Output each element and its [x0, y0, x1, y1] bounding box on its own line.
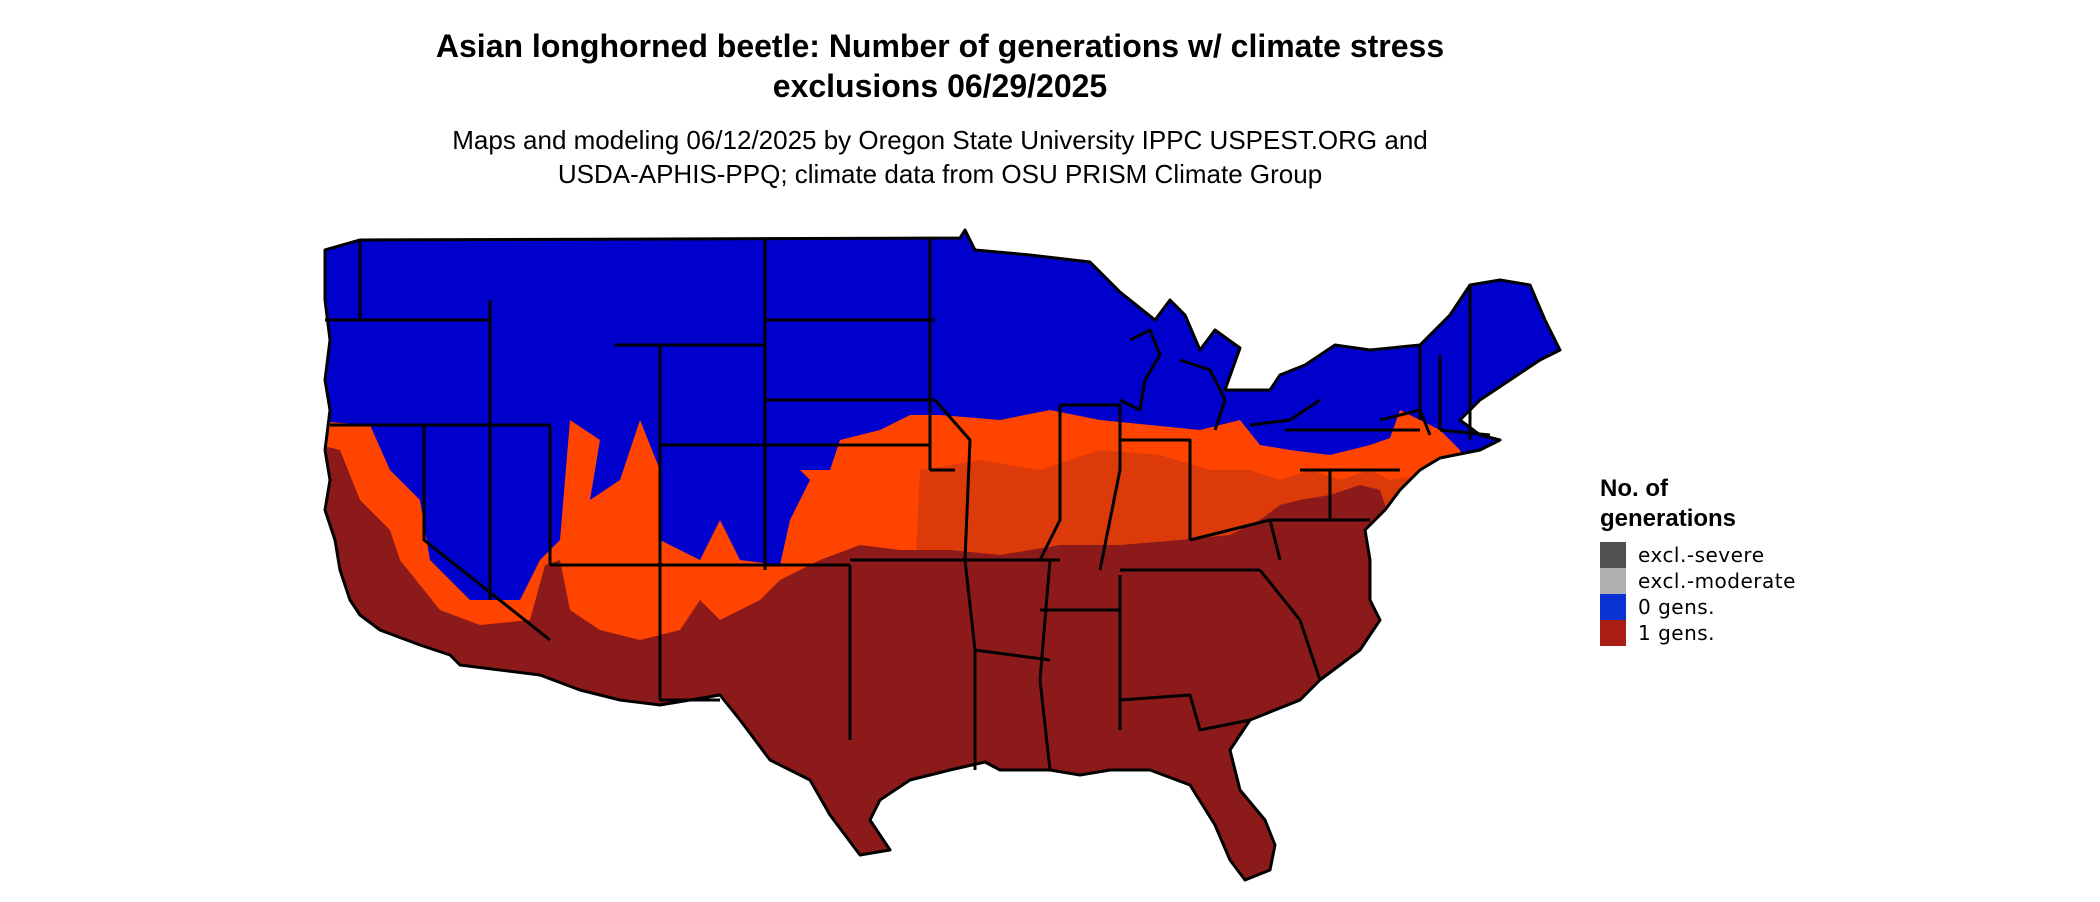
- legend-swatch: [1600, 542, 1626, 568]
- map-subtitle: Maps and modeling 06/12/2025 by Oregon S…: [270, 123, 1610, 191]
- eastern-borders: [1038, 285, 1491, 681]
- map-title: Asian longhorned beetle: Number of gener…: [270, 26, 1610, 106]
- legend-item-excl-severe: excl.-severe: [1600, 542, 1796, 568]
- subtitle-line-1: Maps and modeling 06/12/2025 by Oregon S…: [452, 125, 1428, 155]
- legend-label: excl.-severe: [1638, 543, 1765, 567]
- central-borders: [765, 238, 1251, 771]
- legend-item-excl-moderate: excl.-moderate: [1600, 568, 1796, 594]
- generation-zones: [325, 230, 1560, 880]
- legend-items: excl.-severe excl.-moderate 0 gens. 1 ge…: [1600, 542, 1796, 646]
- legend-item-0-gens: 0 gens.: [1600, 594, 1796, 620]
- national-outline: [323, 228, 1562, 882]
- title-line-1: Asian longhorned beetle: Number of gener…: [435, 28, 1445, 64]
- legend-swatch: [1600, 594, 1626, 620]
- great-lakes-outline: [1119, 328, 1321, 431]
- legend-label: 0 gens.: [1638, 595, 1716, 619]
- legend-swatch: [1600, 620, 1626, 646]
- map-legend: No. of generations excl.-severe excl.-mo…: [1600, 474, 1796, 646]
- legend-title: No. of generations: [1600, 475, 1737, 532]
- western-borders: [325, 240, 930, 740]
- legend-item-1-gens: 1 gens.: [1600, 620, 1796, 646]
- legend-swatch: [1600, 568, 1626, 594]
- state-borders: [323, 228, 1562, 882]
- us-generations-map: [323, 228, 1562, 882]
- legend-label: 1 gens.: [1638, 621, 1716, 645]
- legend-label: excl.-moderate: [1638, 569, 1796, 593]
- subtitle-line-2: USDA-APHIS-PPQ; climate data from OSU PR…: [557, 159, 1323, 189]
- title-line-2: exclusions 06/29/2025: [772, 68, 1108, 104]
